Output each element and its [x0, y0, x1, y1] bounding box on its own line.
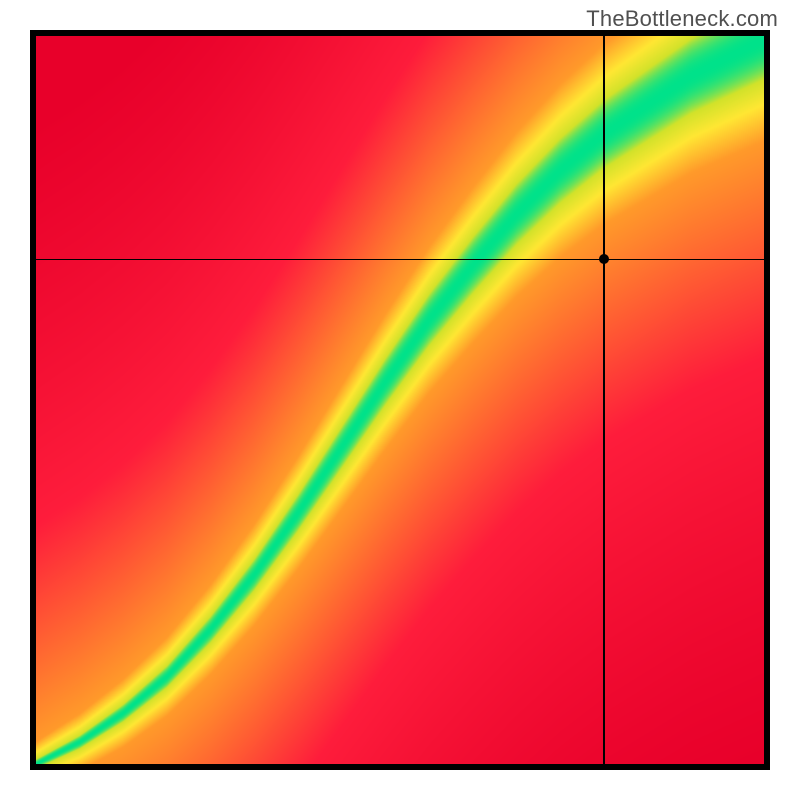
heatmap-canvas [36, 36, 764, 764]
watermark-text: TheBottleneck.com [586, 6, 778, 32]
crosshair-vertical [603, 36, 605, 764]
heatmap-area [36, 36, 764, 764]
plot-frame [30, 30, 770, 770]
chart-container: TheBottleneck.com [0, 0, 800, 800]
crosshair-horizontal [36, 259, 764, 261]
